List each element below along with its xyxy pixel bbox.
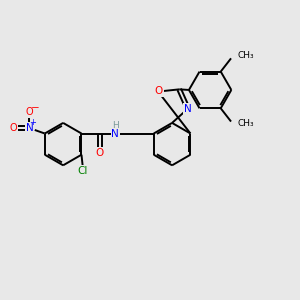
Text: H: H	[112, 122, 119, 130]
Text: CH₃: CH₃	[238, 52, 254, 61]
Text: N: N	[26, 123, 33, 133]
Text: N: N	[112, 128, 119, 139]
Text: N: N	[184, 104, 192, 114]
Text: CH₃: CH₃	[238, 119, 254, 128]
Text: O: O	[154, 86, 163, 96]
Text: +: +	[30, 118, 36, 127]
Text: −: −	[31, 103, 40, 113]
Text: O: O	[26, 107, 33, 117]
Text: Cl: Cl	[78, 166, 88, 176]
Text: O: O	[9, 123, 17, 133]
Text: O: O	[96, 148, 104, 158]
